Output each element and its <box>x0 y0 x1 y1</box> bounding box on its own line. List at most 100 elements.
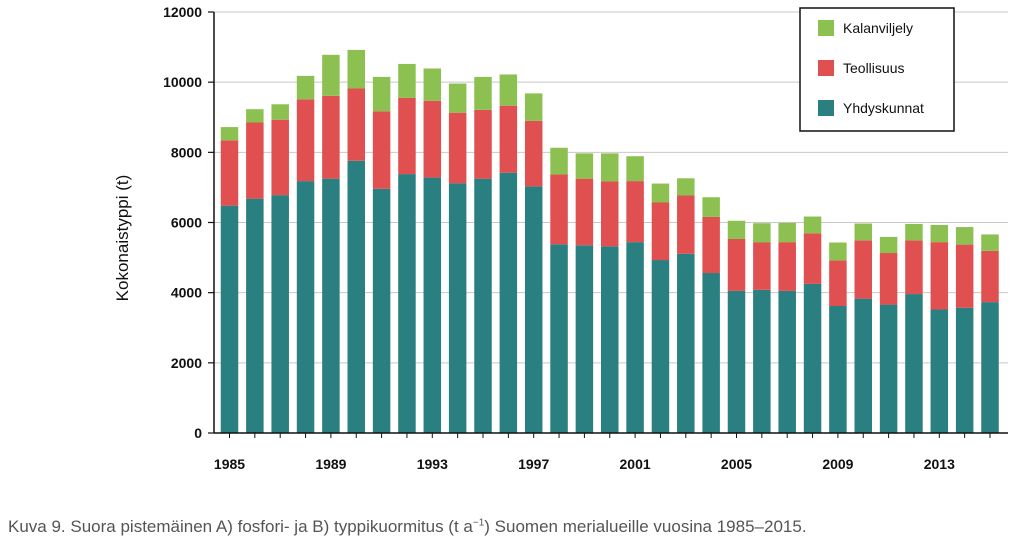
bar-yhdyskunnat-1996 <box>499 172 518 433</box>
bar-yhdyskunnat-2004 <box>702 273 720 433</box>
bar-yhdyskunnat-2006 <box>753 289 771 433</box>
bar-kalanviljely-2005 <box>727 220 746 239</box>
bar-yhdyskunnat-1991 <box>372 188 391 433</box>
bar-kalanviljely-2000 <box>601 153 619 182</box>
bar-teollisuus-1993 <box>423 100 442 178</box>
bar-teollisuus-2009 <box>829 260 847 306</box>
y-tick-label: 2000 <box>171 355 202 371</box>
bar-kalanviljely-2008 <box>803 216 822 234</box>
bar-kalanviljely-2007 <box>778 222 796 243</box>
y-tick-label: 8000 <box>171 144 202 160</box>
x-tick-label: 2009 <box>822 456 853 472</box>
x-tick-label: 2013 <box>924 456 955 472</box>
bar-yhdyskunnat-1999 <box>575 245 594 433</box>
bar-kalanviljely-2006 <box>753 223 771 243</box>
y-tick-label: 0 <box>194 425 202 441</box>
x-tick-label: 2001 <box>620 456 651 472</box>
bar-teollisuus-2011 <box>879 253 898 305</box>
bar-yhdyskunnat-1987 <box>271 195 289 433</box>
stacked-bar-chart: 0 2000 4000 6000 8000 10000 12000 1985 1989 1993 1… <box>113 4 1008 472</box>
bar-teollisuus-2005 <box>727 238 746 291</box>
bar-kalanviljely-1997 <box>524 93 543 121</box>
y-tick-label: 10000 <box>163 74 202 90</box>
bar-yhdyskunnat-1986 <box>246 198 264 433</box>
bar-yhdyskunnat-2005 <box>727 290 746 433</box>
bar-kalanviljely-2009 <box>829 242 847 261</box>
bar-yhdyskunnat-2013 <box>930 309 949 433</box>
bar-teollisuus-2015 <box>981 250 999 303</box>
bar-yhdyskunnat-1998 <box>550 244 568 433</box>
bar-teollisuus-1995 <box>474 109 492 179</box>
bar-yhdyskunnat-2011 <box>879 304 898 433</box>
legend: Kalanviljely Teollisuus Yhdyskunnat <box>799 7 955 132</box>
bar-kalanviljely-2003 <box>677 178 695 196</box>
bar-yhdyskunnat-2012 <box>905 294 923 433</box>
bars <box>220 49 999 433</box>
bar-kalanviljely-1987 <box>271 104 289 120</box>
bar-teollisuus-2013 <box>930 242 949 310</box>
bar-yhdyskunnat-2010 <box>854 298 872 433</box>
bar-teollisuus-2014 <box>955 244 974 308</box>
bar-yhdyskunnat-1989 <box>322 178 340 433</box>
legend-label-yhdyskunnat: Yhdyskunnat <box>843 100 924 116</box>
caption-sup: −1 <box>472 517 485 529</box>
bar-kalanviljely-1989 <box>322 54 340 96</box>
legend-swatch-teollisuus <box>818 60 834 76</box>
y-tick-label: 6000 <box>171 215 202 231</box>
bar-yhdyskunnat-2001 <box>626 242 644 433</box>
bar-yhdyskunnat-2008 <box>803 283 822 433</box>
bar-yhdyskunnat-1990 <box>347 160 365 433</box>
bar-teollisuus-1989 <box>322 95 340 179</box>
bar-teollisuus-1990 <box>347 88 365 161</box>
axes: 0 2000 4000 6000 8000 10000 12000 1985 1989 1993 1… <box>163 4 1008 472</box>
bar-kalanviljely-2013 <box>930 224 949 243</box>
x-tick-label: 1989 <box>315 456 346 472</box>
bar-yhdyskunnat-2000 <box>601 246 619 433</box>
bar-yhdyskunnat-2007 <box>778 290 796 433</box>
bar-kalanviljely-2004 <box>702 197 720 217</box>
bar-yhdyskunnat-1985 <box>220 205 239 433</box>
bar-yhdyskunnat-2003 <box>677 253 695 433</box>
x-tick-label: 1993 <box>417 456 448 472</box>
bar-teollisuus-2003 <box>677 195 695 254</box>
x-tick-label: 1997 <box>518 456 549 472</box>
bar-kalanviljely-1988 <box>296 75 315 100</box>
bar-kalanviljely-2011 <box>879 236 898 254</box>
bar-teollisuus-2012 <box>905 240 923 295</box>
y-axis-label: Kokonaistyppi (t) <box>113 175 132 302</box>
bar-yhdyskunnat-1988 <box>296 181 315 433</box>
bar-kalanviljely-1995 <box>474 76 492 110</box>
bar-teollisuus-2001 <box>626 181 644 243</box>
y-tick-label: 12000 <box>163 4 202 20</box>
x-tick-label: 2005 <box>721 456 752 472</box>
bar-teollisuus-2002 <box>651 202 670 261</box>
bar-teollisuus-2007 <box>778 242 796 291</box>
bar-teollisuus-2004 <box>702 216 720 274</box>
bar-teollisuus-1998 <box>550 174 568 245</box>
bar-teollisuus-2010 <box>854 240 872 299</box>
bar-kalanviljely-1996 <box>499 74 518 106</box>
bar-kalanviljely-1999 <box>575 153 594 179</box>
bar-teollisuus-1999 <box>575 178 594 246</box>
bar-kalanviljely-2012 <box>905 223 923 241</box>
bar-teollisuus-2000 <box>601 181 619 247</box>
bar-yhdyskunnat-2002 <box>651 260 670 433</box>
legend-swatch-kalanviljely <box>818 20 834 36</box>
bar-teollisuus-1992 <box>398 97 416 175</box>
bar-kalanviljely-1994 <box>448 83 467 113</box>
bar-kalanviljely-1985 <box>220 127 239 141</box>
caption-suffix: ) Suomen merialueille vuosina 1985–2015. <box>484 517 807 536</box>
bar-teollisuus-2006 <box>753 242 771 290</box>
bar-kalanviljely-2014 <box>955 227 974 245</box>
bar-kalanviljely-1992 <box>398 63 416 98</box>
bar-kalanviljely-1998 <box>550 147 568 175</box>
bar-teollisuus-1988 <box>296 99 315 182</box>
bar-yhdyskunnat-2009 <box>829 305 847 433</box>
bar-kalanviljely-1993 <box>423 68 442 101</box>
y-tick-label: 4000 <box>171 285 202 301</box>
bar-yhdyskunnat-1995 <box>474 178 492 433</box>
bar-teollisuus-1987 <box>271 119 289 196</box>
bar-teollisuus-1991 <box>372 111 391 189</box>
bar-teollisuus-2008 <box>803 233 822 284</box>
bar-kalanviljely-1991 <box>372 76 391 112</box>
